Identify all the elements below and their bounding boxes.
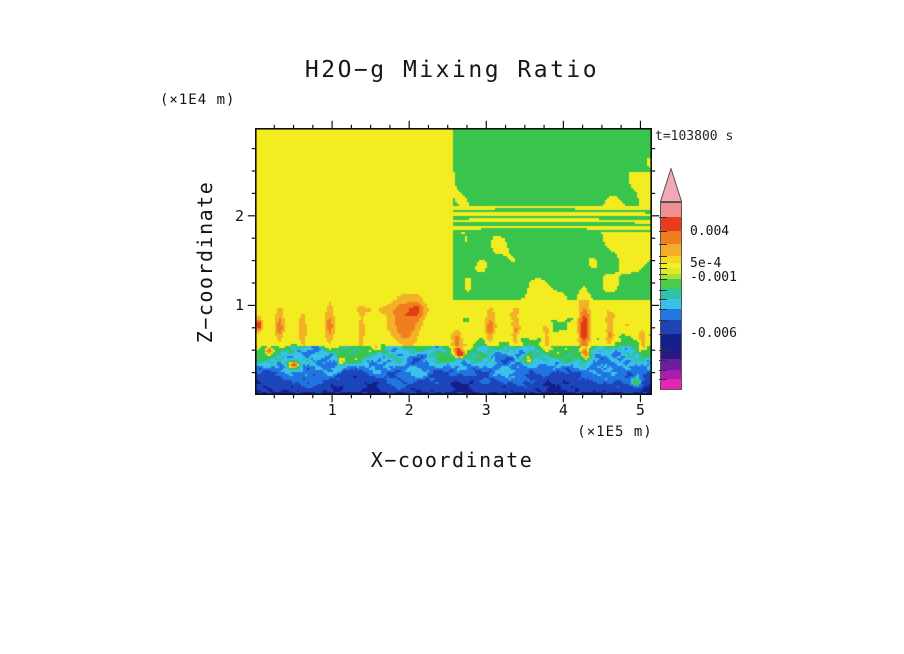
colorbar-level-tick [659,279,667,281]
colorbar-level-tick [659,333,667,335]
colorbar-level-tick [659,216,667,218]
x-tick-label: 3 [481,401,491,419]
colorbar-band [661,333,681,351]
colorbar-level-tick [659,268,667,270]
colorbar-band [661,230,681,245]
colorbar-band [661,359,681,370]
x-tick-label: 4 [558,401,568,419]
colorbar-scale [659,202,682,390]
colorbar-level-tick [659,298,667,300]
colorbar-tick-label: -0.006 [690,325,737,341]
colorbar-band [661,308,681,320]
colorbar-band [661,378,681,389]
x-tick-label: 2 [404,401,414,419]
colorbar-level-tick [659,378,667,380]
colorbar-overflow-arrow-icon [660,168,682,202]
colorbar-level-tick [659,308,667,310]
colorbar-band [661,244,681,257]
colorbar-level-tick [659,244,667,246]
colorbar-band [661,203,681,217]
colorbar-band [661,289,681,299]
colorbar-tick-label: 0.004 [690,224,730,240]
x-tick-label: 1 [327,401,337,419]
colorbar-band [661,279,681,290]
colorbar-band [661,298,681,309]
colorbar-band [661,262,681,269]
colorbar-band [661,216,681,231]
colorbar-level-tick [659,319,667,321]
y-tick-label: 2 [234,206,244,225]
colorbar-level-tick [659,256,667,258]
colorbar-level-tick [659,350,667,352]
x-axis-title: X−coordinate [370,448,534,472]
x-tick-label: 5 [635,401,645,419]
colorbar-tick-label: 5e-4 [690,256,722,272]
colorbar-level-tick [659,273,667,275]
colorbar-band [661,256,681,263]
colorbar-band [661,319,681,334]
colorbar-level-tick [659,359,667,361]
y-tick-label: 1 [234,296,244,315]
contour-field-canvas [255,128,652,395]
colorbar-level-tick [659,369,667,371]
colorbar-level-tick [659,289,667,291]
colorbar-level-tick [659,230,667,232]
colorbar-labels: 0.004 5e-4 -0.001 -0.006 [660,202,737,390]
page-title: H2O−g Mixing Ratio [304,57,600,83]
x-axis-unit: (×1E5 m) [577,424,653,440]
colorbar-band [661,369,681,379]
colorbar-level-tick [659,262,667,264]
time-annotation: t=103800 s [655,129,734,144]
colorbar-band [661,273,681,280]
y-axis-unit: (×1E4 m) [160,92,236,108]
y-axis-title: Z−coordinate [193,180,217,344]
colorbar-tick-label: -0.001 [690,270,737,286]
colorbar: 0.004 5e-4 -0.001 -0.006 [659,168,737,398]
colorbar-band [661,268,681,274]
colorbar-band [661,350,681,360]
